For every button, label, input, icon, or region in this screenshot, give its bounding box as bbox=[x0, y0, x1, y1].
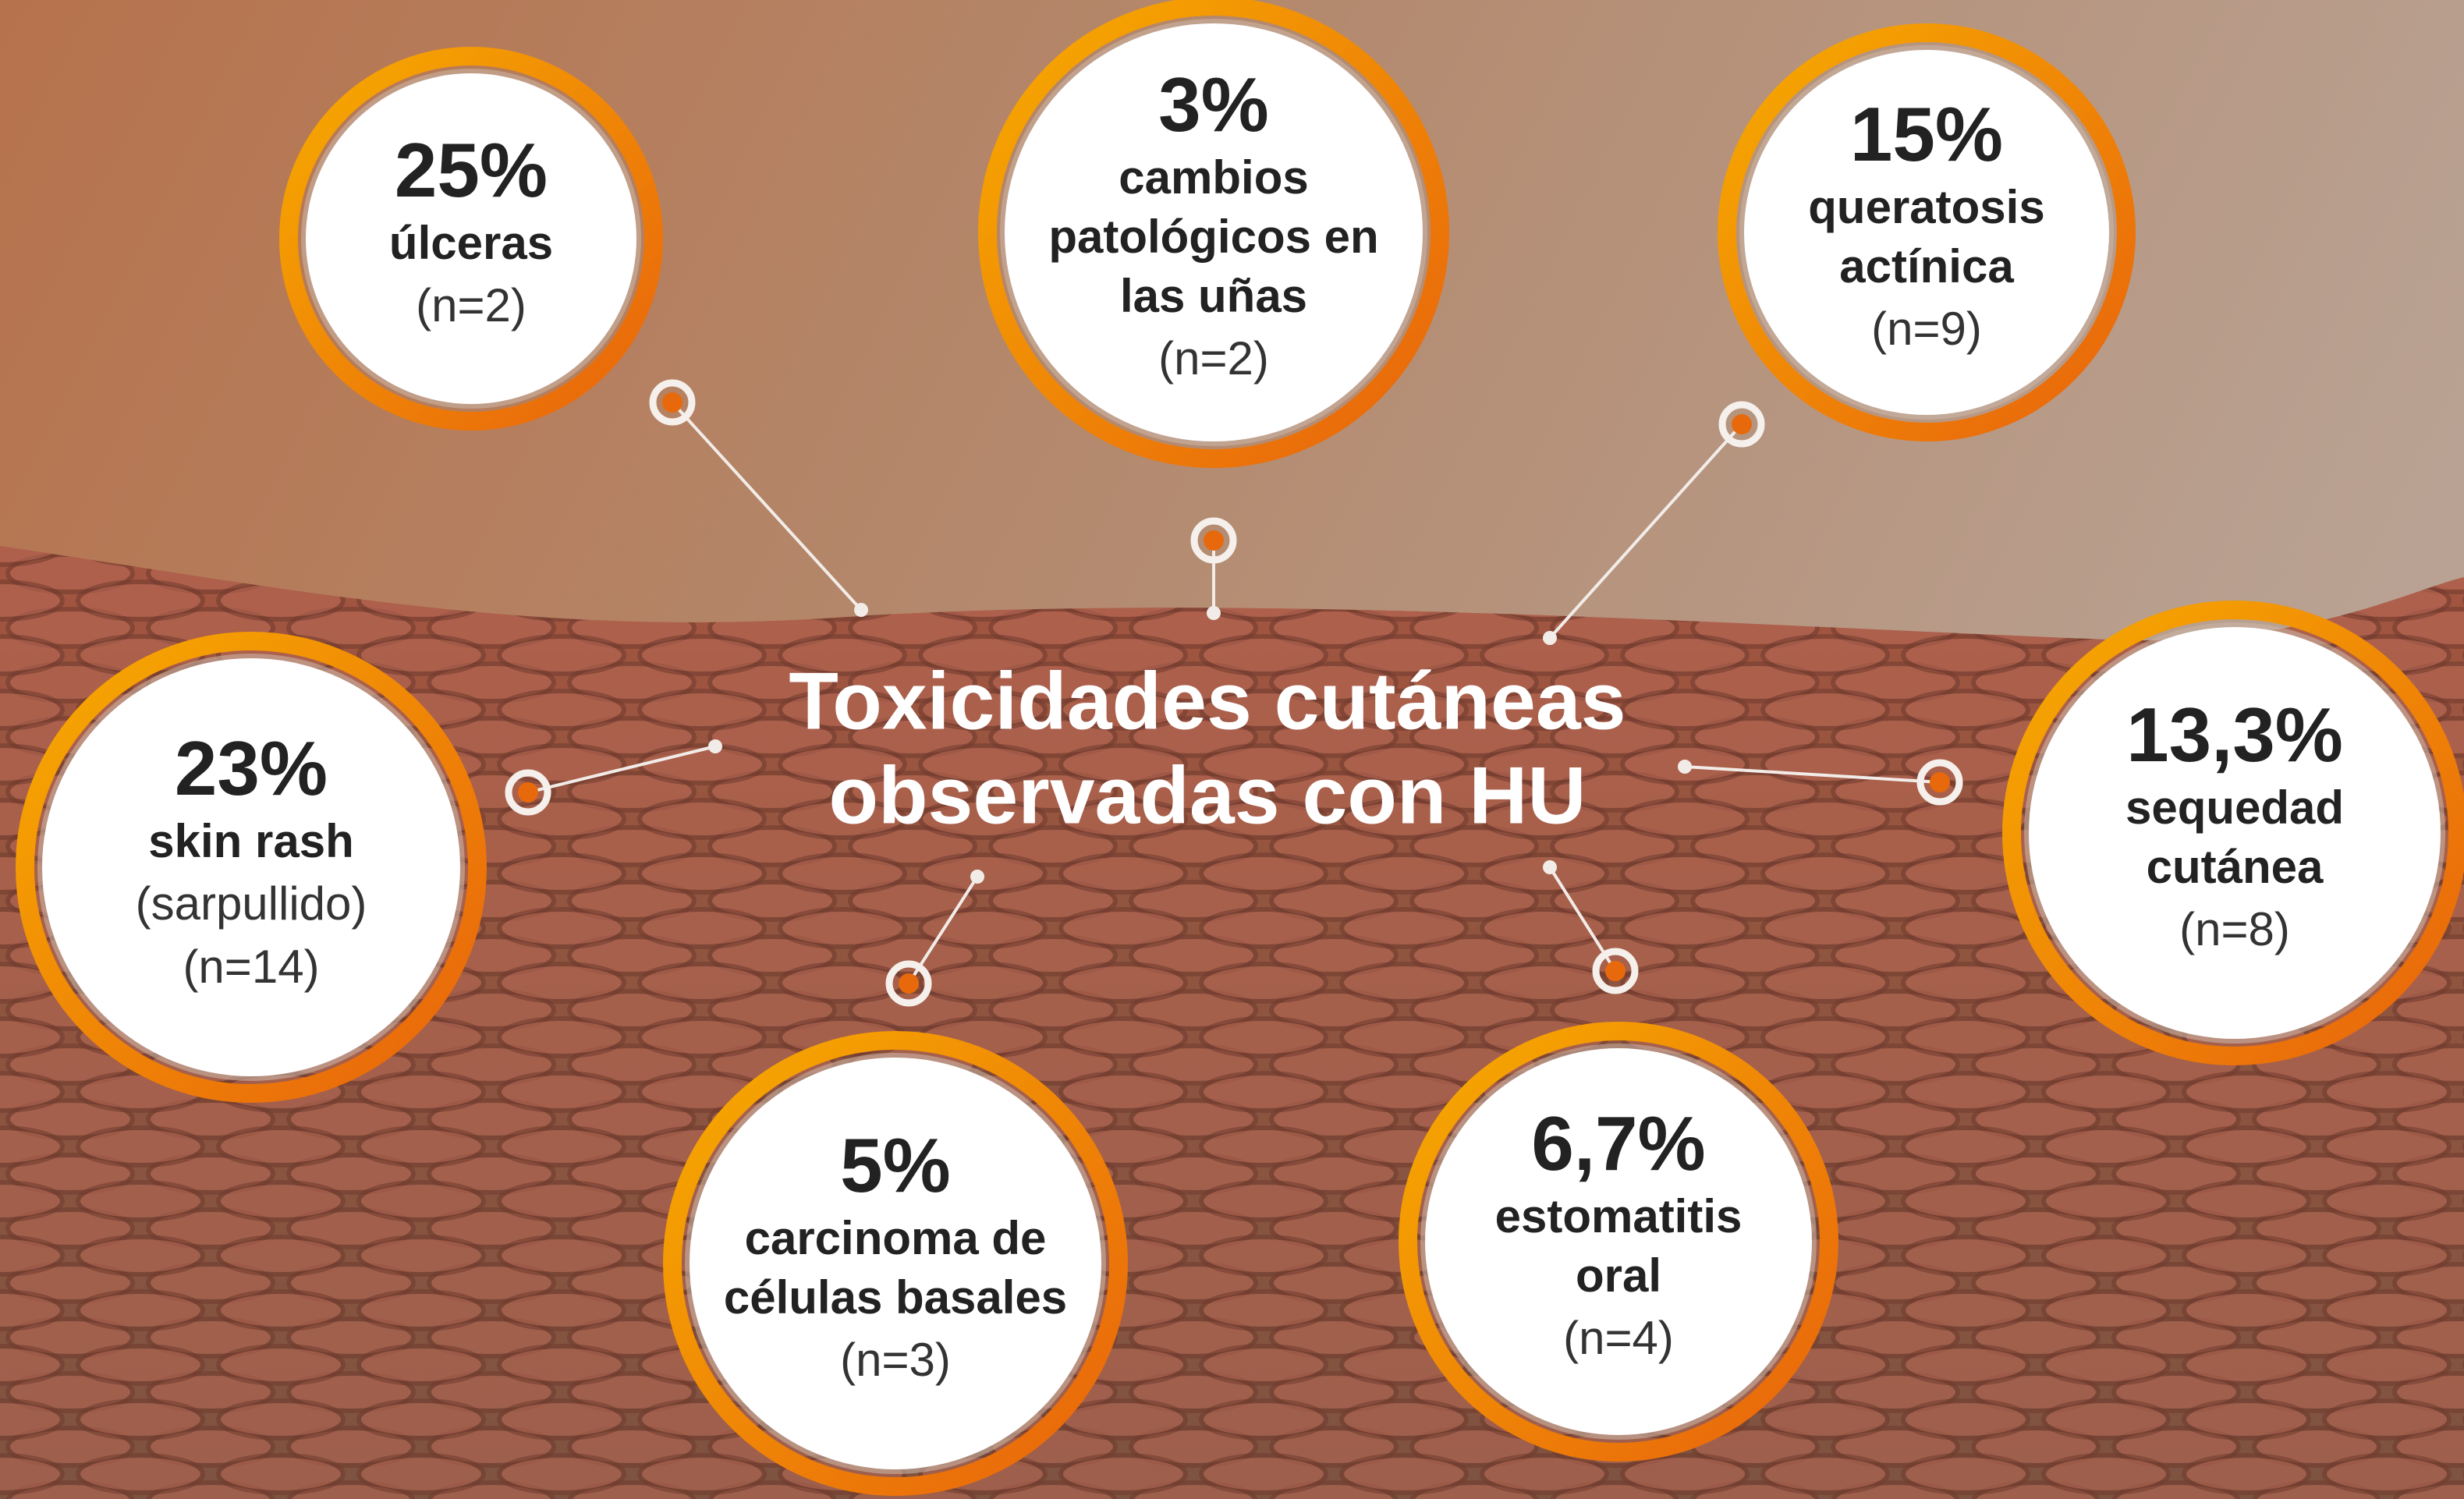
node-count: (n=2) bbox=[416, 279, 526, 331]
connector-dot-ring bbox=[1718, 401, 1765, 448]
connector-dot-ring bbox=[885, 960, 932, 1007]
node-ring bbox=[16, 632, 487, 1103]
node-label: cambios bbox=[1119, 151, 1308, 204]
connector-end bbox=[970, 870, 984, 884]
connector bbox=[527, 745, 716, 794]
connector-end bbox=[1678, 760, 1692, 774]
connector-dot bbox=[899, 973, 919, 994]
title-line: observadas con HU bbox=[829, 750, 1587, 841]
node-label: actínica bbox=[1839, 240, 2014, 292]
node-label: queratosis bbox=[1808, 181, 2044, 233]
node-ring bbox=[1718, 23, 2136, 441]
connector-end bbox=[1543, 860, 1557, 874]
node-value: 13,3% bbox=[2126, 692, 2343, 778]
node-count: (n=2) bbox=[1158, 332, 1269, 384]
node-value: 23% bbox=[175, 725, 328, 811]
title-line: Toxicidades cutáneas bbox=[789, 656, 1626, 746]
connector-dot bbox=[1732, 414, 1752, 434]
node-count: (n=9) bbox=[1871, 303, 1982, 355]
connector-end bbox=[854, 603, 868, 617]
node-count: (sarpullido) bbox=[136, 877, 367, 930]
node-value: 5% bbox=[840, 1122, 951, 1208]
node-value: 6,7% bbox=[1531, 1100, 1705, 1186]
node-value: 25% bbox=[395, 127, 548, 213]
node-label: oral bbox=[1576, 1249, 1661, 1302]
node-ring bbox=[1399, 1022, 1838, 1462]
node-value: 3% bbox=[1158, 62, 1269, 147]
connector-dot bbox=[1605, 961, 1626, 981]
connector bbox=[1684, 765, 1941, 784]
node-ring bbox=[663, 1031, 1128, 1496]
connector-end bbox=[1207, 606, 1221, 620]
connector-dot-ring bbox=[1916, 759, 1963, 806]
connector-dot bbox=[1204, 530, 1224, 551]
node-ring bbox=[978, 0, 1449, 468]
node-count: (n=3) bbox=[840, 1334, 951, 1386]
node-label: úlceras bbox=[389, 217, 553, 269]
node-label: cutánea bbox=[2147, 841, 2324, 893]
node-count: (n=8) bbox=[2179, 903, 2290, 955]
node-value: 15% bbox=[1850, 91, 2003, 177]
connector-dot-ring bbox=[649, 379, 696, 426]
node-body bbox=[1425, 1048, 1812, 1435]
node-label: skin rash bbox=[148, 815, 353, 867]
connector bbox=[1548, 423, 1743, 640]
connector-dot bbox=[518, 782, 538, 803]
node-count: (n=14) bbox=[183, 941, 319, 993]
node-body bbox=[1005, 23, 1423, 441]
connector-dot bbox=[1930, 772, 1950, 792]
node-ring bbox=[2002, 601, 2464, 1065]
node-label: carcinoma de bbox=[745, 1212, 1047, 1264]
node-label: patológicos en bbox=[1048, 211, 1378, 263]
skin-cells bbox=[0, 546, 2464, 1499]
connector-end bbox=[708, 739, 722, 753]
node-count: (n=4) bbox=[1563, 1312, 1674, 1364]
node-label: estomatitis bbox=[1495, 1190, 1743, 1242]
connector-dot-ring bbox=[505, 769, 551, 816]
node-body bbox=[42, 658, 460, 1076]
connector-dot bbox=[662, 392, 682, 413]
connector-dot-ring bbox=[1592, 948, 1639, 994]
node-ring bbox=[279, 47, 663, 431]
connector-dot-ring bbox=[1190, 517, 1237, 564]
node-label: células basales bbox=[724, 1271, 1067, 1324]
node-body bbox=[2029, 627, 2441, 1039]
node-body bbox=[306, 73, 636, 404]
connector-end bbox=[1543, 631, 1557, 645]
node-label: las uñas bbox=[1120, 270, 1307, 322]
node-body bbox=[1744, 50, 2109, 415]
node-body bbox=[690, 1058, 1101, 1469]
connector bbox=[671, 401, 863, 611]
node-label: sequedad bbox=[2125, 781, 2344, 834]
